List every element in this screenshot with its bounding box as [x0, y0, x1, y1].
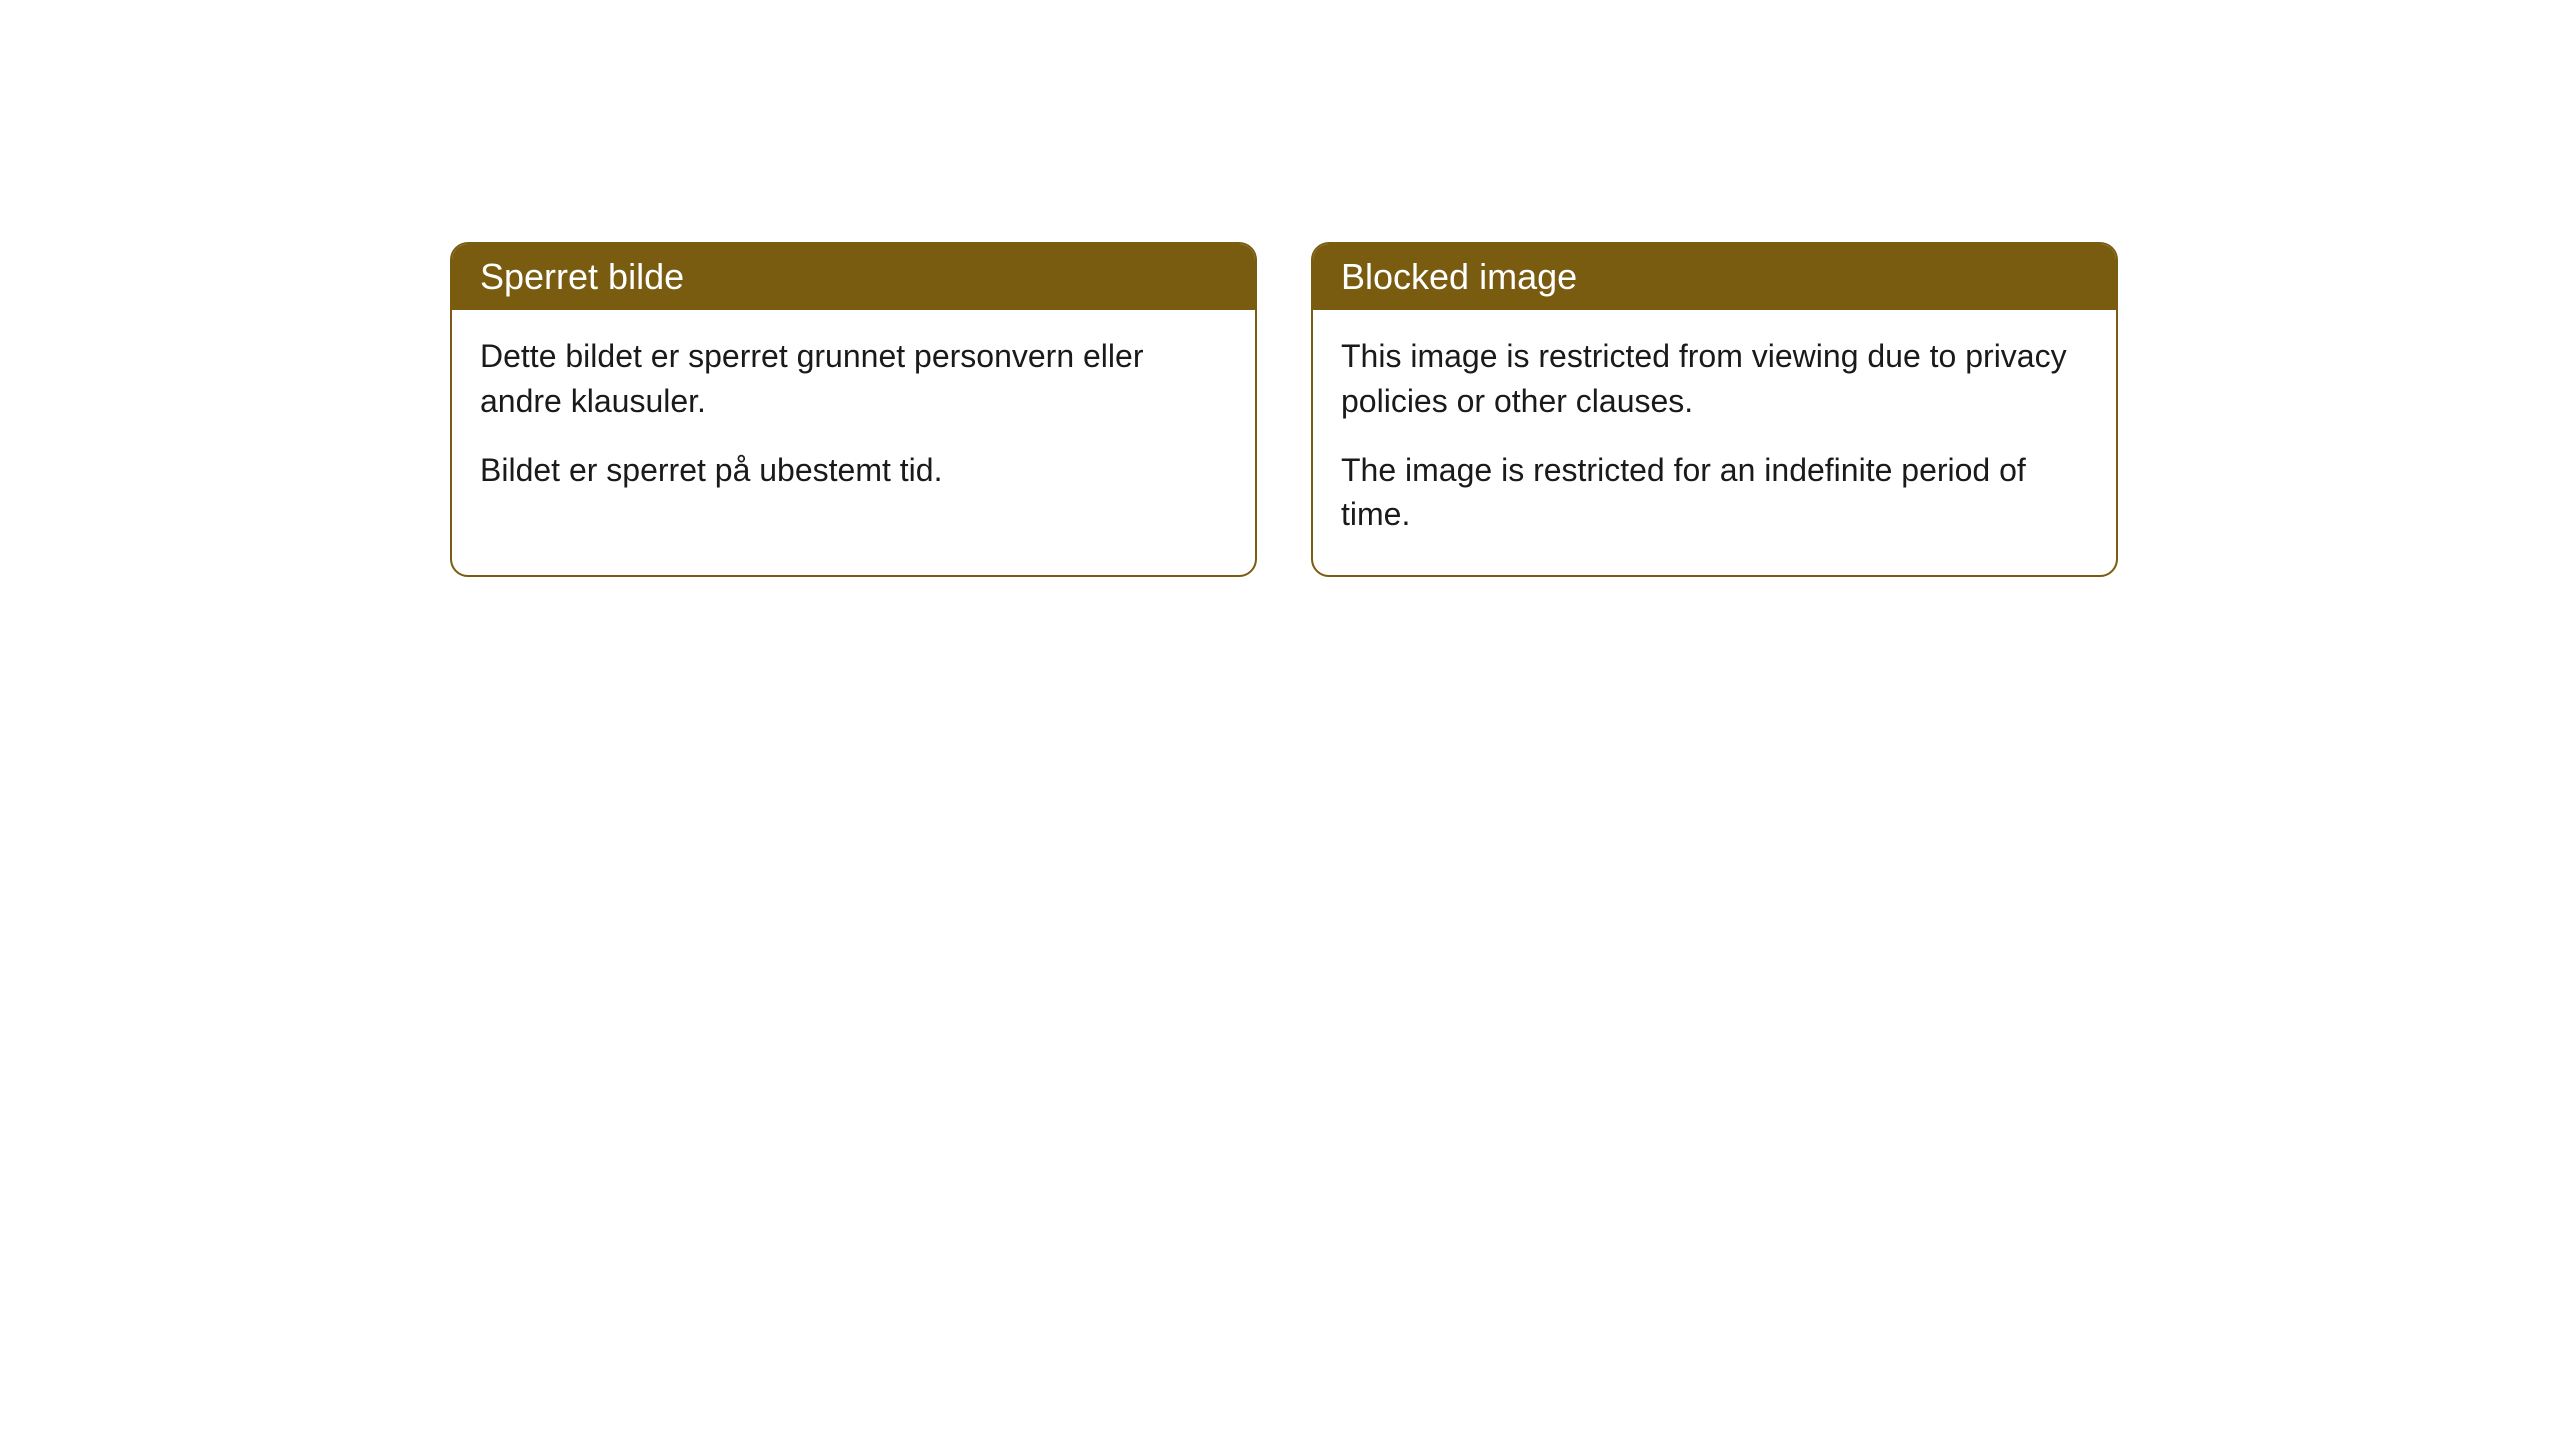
card-header-norwegian: Sperret bilde — [452, 244, 1255, 310]
blocked-image-card-english: Blocked image This image is restricted f… — [1311, 242, 2118, 577]
notice-cards-container: Sperret bilde Dette bildet er sperret gr… — [450, 242, 2118, 577]
card-title: Sperret bilde — [480, 256, 684, 297]
card-paragraph: The image is restricted for an indefinit… — [1341, 448, 2088, 538]
card-body-english: This image is restricted from viewing du… — [1313, 310, 2116, 575]
card-body-norwegian: Dette bildet er sperret grunnet personve… — [452, 310, 1255, 530]
card-title: Blocked image — [1341, 256, 1577, 297]
card-paragraph: Bildet er sperret på ubestemt tid. — [480, 448, 1227, 493]
card-paragraph: Dette bildet er sperret grunnet personve… — [480, 334, 1227, 424]
blocked-image-card-norwegian: Sperret bilde Dette bildet er sperret gr… — [450, 242, 1257, 577]
card-paragraph: This image is restricted from viewing du… — [1341, 334, 2088, 424]
card-header-english: Blocked image — [1313, 244, 2116, 310]
